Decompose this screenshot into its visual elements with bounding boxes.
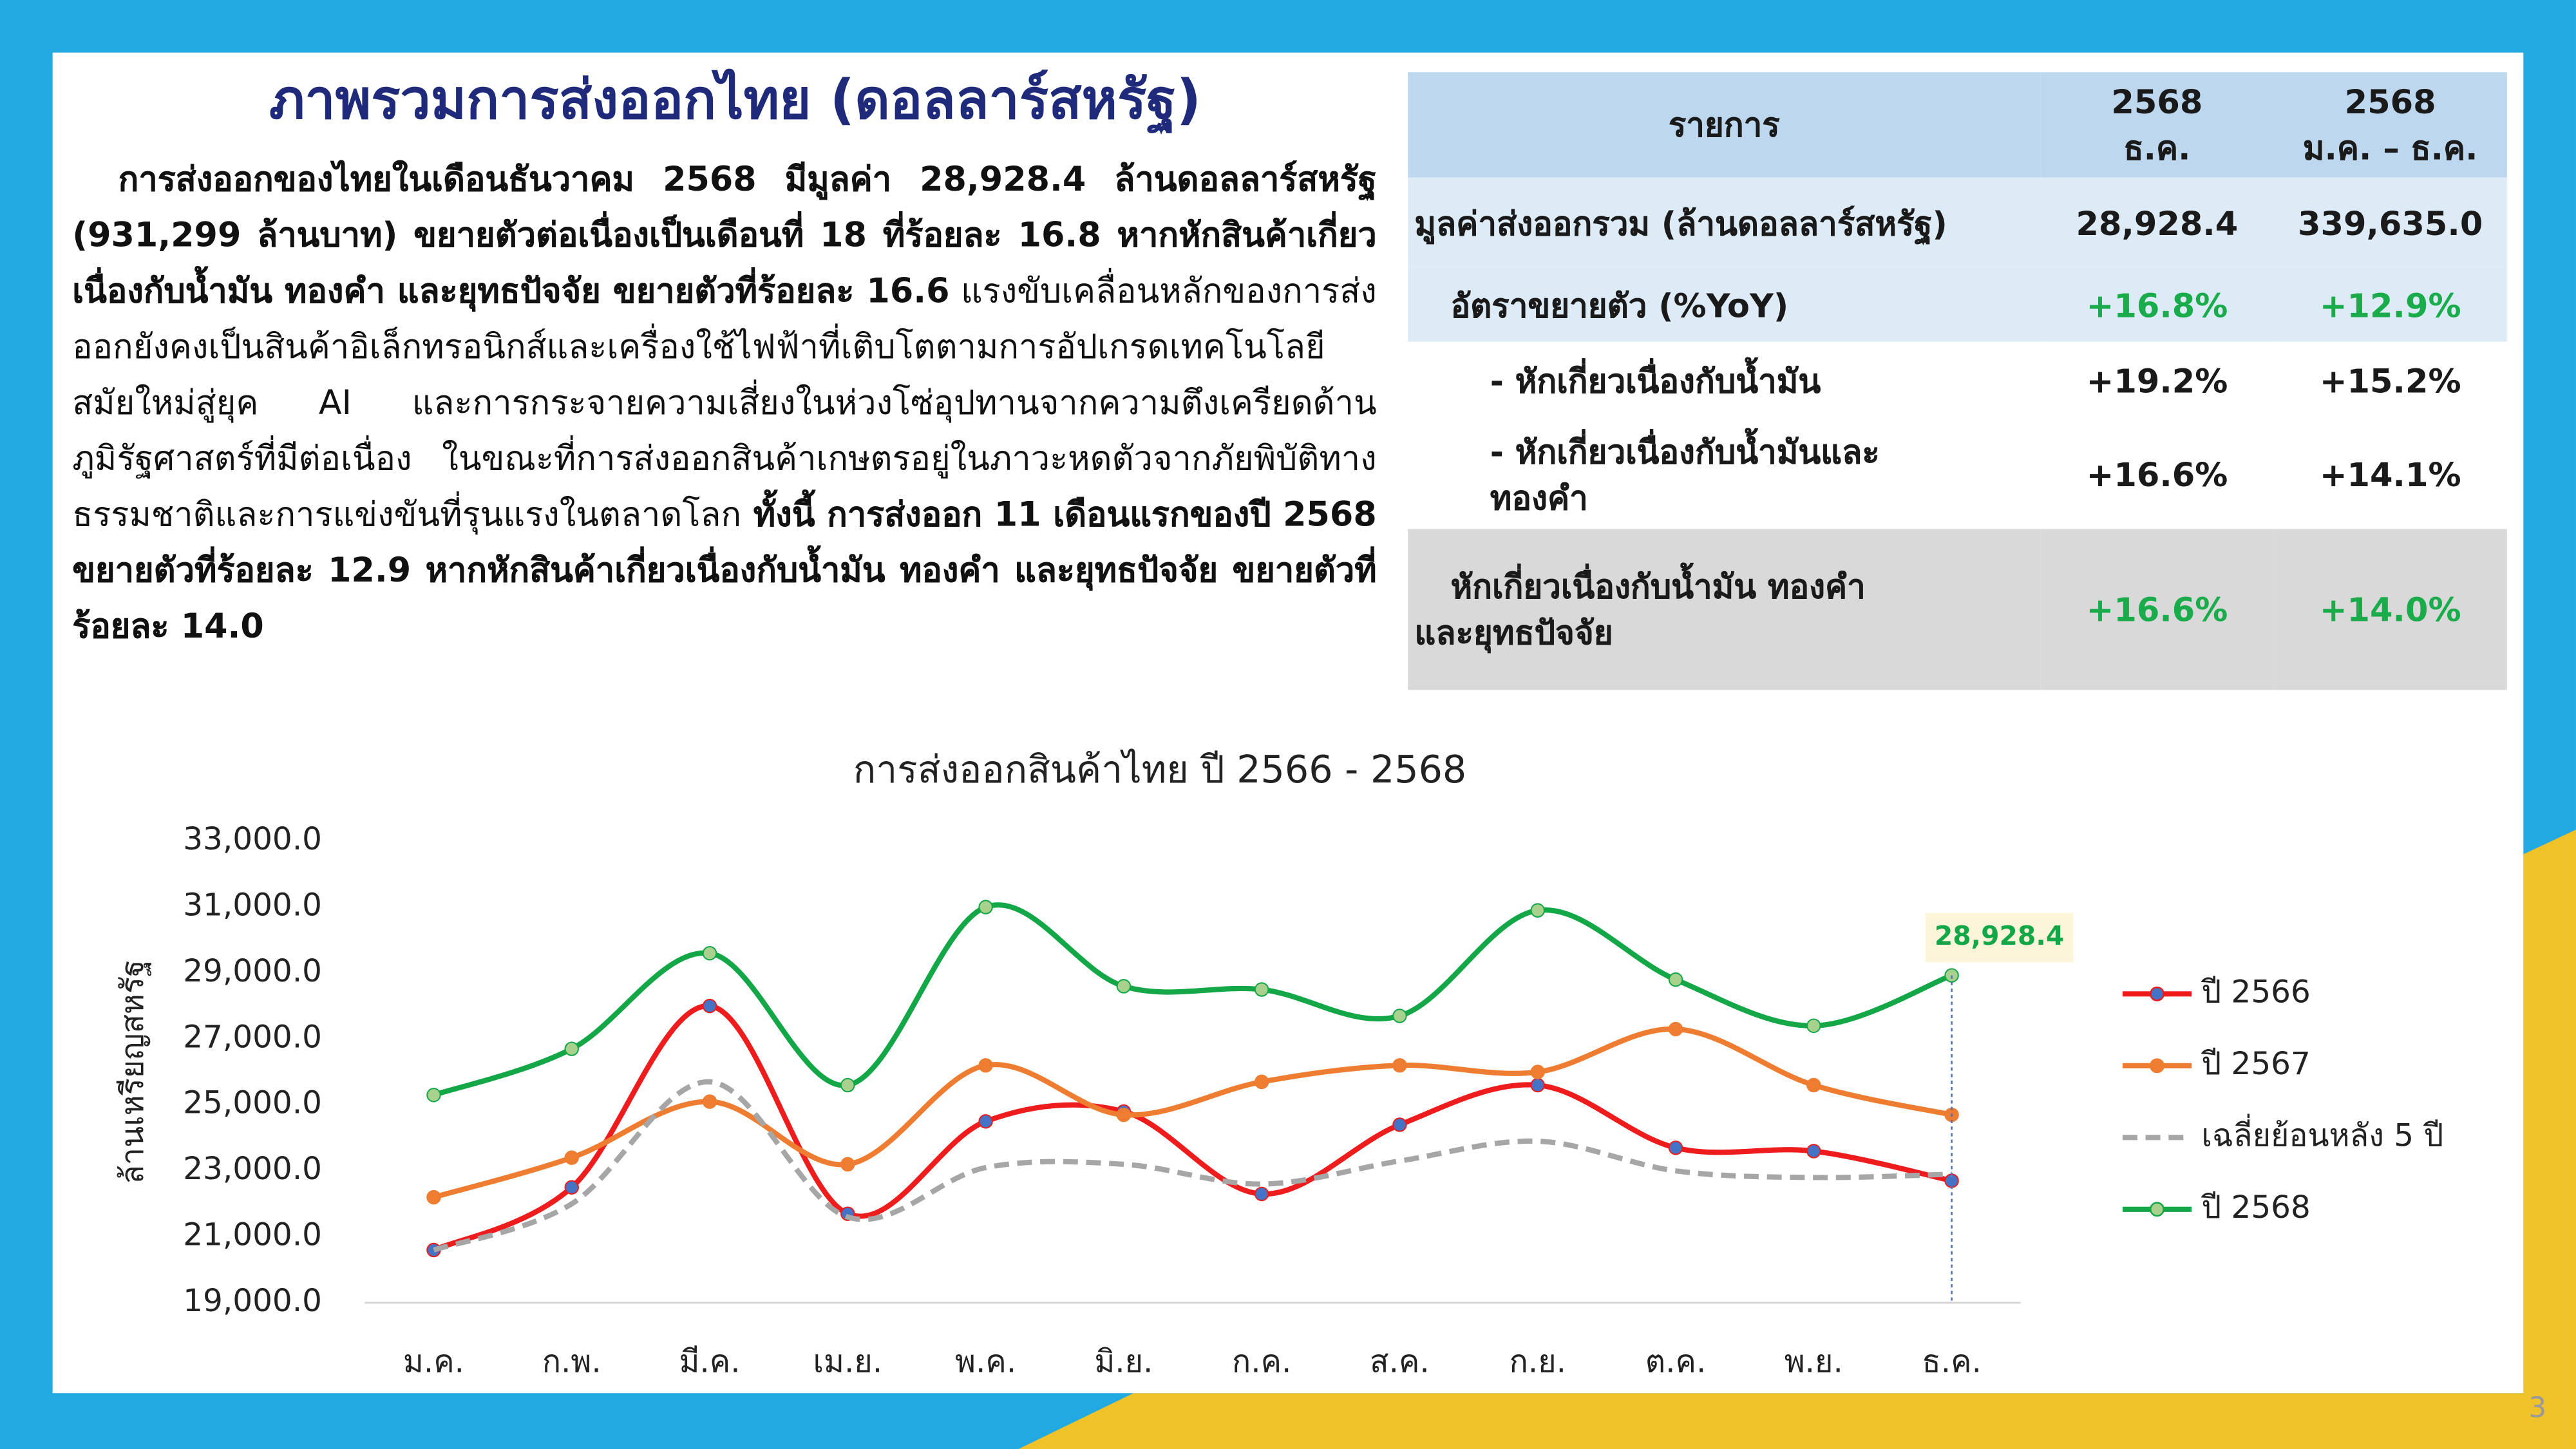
label-cell: อัตราขยายตัว (%YoY): [1408, 267, 2041, 342]
value-cell: 28,928.4: [2040, 177, 2274, 268]
x-tick-label: พ.ย.: [1785, 1343, 1843, 1379]
value-cell: 339,635.0: [2273, 177, 2507, 268]
data-point: [978, 1058, 993, 1073]
value-cell: +16.8%: [2040, 267, 2274, 342]
value-cell: +12.9%: [2273, 267, 2507, 342]
data-point: [1530, 1065, 1545, 1079]
value-cell: +14.1%: [2273, 419, 2507, 529]
table-row: - หักเกี่ยวเนื่องกับน้ำมันและ ทองคำ +16.6…: [1408, 419, 2507, 529]
summary-paragraph: การส่งออกของไทยในเดือนธันวาคม 2568 มีมูล…: [72, 151, 1376, 654]
x-tick-label: ธ.ค.: [1922, 1343, 1982, 1379]
label-cell: - หักเกี่ยวเนื่องกับน้ำมันและ ทองคำ: [1408, 419, 2041, 529]
label-cell: หักเกี่ยวเนื่องกับน้ำมัน ทองคำ และยุทธปั…: [1408, 529, 2041, 690]
data-point: [1806, 1018, 1821, 1034]
x-tick-label: ม.ค.: [403, 1343, 464, 1379]
series-line: [433, 902, 1953, 1098]
value-cell: +16.6%: [2040, 419, 2274, 529]
series-line: [433, 1079, 1952, 1253]
header-cell: รายการ: [1408, 72, 2041, 178]
table-row: อัตราขยายตัว (%YoY) +16.8% +12.9%: [1408, 267, 2507, 342]
data-point: [840, 1157, 855, 1172]
legend-marker: [2149, 1058, 2164, 1074]
chart-title: การส่งออกสินค้าไทย ปี 2566 - 2568: [853, 748, 1467, 791]
data-point: [1254, 1074, 1269, 1090]
data-point: [1116, 979, 1132, 994]
data-point: [1530, 903, 1545, 918]
x-tick-label: พ.ค.: [955, 1343, 1016, 1379]
table-row: มูลค่าส่งออกรวม (ล้านดอลลาร์สหรัฐ) 28,928…: [1408, 177, 2507, 268]
value-cell: +14.0%: [2273, 529, 2507, 690]
legend-label: ปี 2567: [2201, 1046, 2310, 1082]
summary-run: ทั้งนี้ การส่งออก 11 เดือนแรกของปี 2568 …: [72, 494, 1377, 646]
y-tick-label: 27,000.0: [183, 1019, 322, 1055]
data-point: [1530, 1077, 1545, 1093]
summary-table: รายการ 2568 ธ.ค. 2568 ม.ค. – ธ.ค. มูลค่าส่ง…: [1408, 72, 2507, 690]
x-tick-label: มี.ค.: [679, 1343, 740, 1379]
data-point: [1668, 972, 1683, 987]
data-point: [426, 1189, 441, 1205]
value-cell: +15.2%: [2273, 341, 2507, 419]
x-tick-label: ก.ค.: [1232, 1343, 1292, 1379]
y-tick-label: 29,000.0: [183, 953, 322, 989]
data-point: [702, 945, 717, 961]
summary-run: แรงขับเคลื่อนหลักของการส่งออกยังคงเป็นสิ…: [72, 270, 1377, 535]
data-point: [1806, 1144, 1821, 1159]
legend-label: เฉลี่ยย้อนหลัง 5 ปี: [2201, 1113, 2443, 1153]
value-cell: +19.2%: [2040, 341, 2274, 419]
data-point: [702, 998, 717, 1014]
y-tick-label: 25,000.0: [183, 1085, 322, 1121]
data-label-box: [1925, 913, 2074, 963]
table-header-row: รายการ 2568 ธ.ค. 2568 ม.ค. – ธ.ค.: [1408, 72, 2507, 178]
y-tick-label: 19,000.0: [183, 1283, 322, 1319]
y-tick-label: 21,000.0: [183, 1217, 322, 1253]
data-point: [840, 1077, 855, 1093]
label-cell: มูลค่าส่งออกรวม (ล้านดอลลาร์สหรัฐ): [1408, 177, 2041, 268]
table-row: - หักเกี่ยวเนื่องกับน้ำมัน +19.2% +15.2%: [1408, 341, 2507, 419]
x-tick-label: ต.ค.: [1645, 1343, 1707, 1379]
x-tick-label: ส.ค.: [1370, 1343, 1430, 1379]
slide-title: ภาพรวมการส่งออกไทย (ดอลลาร์สหรัฐ): [269, 67, 1202, 132]
table-row: หักเกี่ยวเนื่องกับน้ำมัน ทองคำ และยุทธปั…: [1408, 529, 2507, 690]
x-tick-label: เม.ย.: [813, 1343, 882, 1379]
data-point: [1806, 1077, 1821, 1093]
data-point: [1254, 1186, 1269, 1202]
y-tick-label: 33,000.0: [183, 821, 322, 857]
data-point: [1668, 1141, 1683, 1155]
page-number: 3: [2528, 1392, 2546, 1424]
data-point: [564, 1150, 579, 1165]
data-point: [1254, 982, 1269, 997]
data-point: [978, 900, 993, 914]
data-label: 28,928.4: [1935, 920, 2064, 951]
x-tick-label: มิ.ย.: [1094, 1343, 1153, 1379]
y-axis-label: ล้านเหรียญสหรัฐ: [115, 960, 151, 1184]
header-cell: 2568 ธ.ค.: [2040, 72, 2274, 178]
data-point: [564, 1180, 579, 1195]
legend-marker: [2149, 1202, 2164, 1217]
data-point: [1392, 1058, 1407, 1073]
header-cell: 2568 ม.ค. – ธ.ค.: [2273, 72, 2507, 178]
series-line: [433, 1026, 1953, 1200]
legend-marker: [2149, 986, 2164, 1001]
data-point: [1392, 1117, 1407, 1132]
x-tick-label: ก.พ.: [542, 1343, 601, 1379]
x-tick-label: ก.ย.: [1509, 1343, 1566, 1379]
y-tick-label: 23,000.0: [183, 1151, 322, 1187]
legend-label: ปี 2566: [2201, 974, 2310, 1010]
data-point: [702, 1094, 717, 1109]
data-point: [1116, 1107, 1132, 1122]
value-cell: +16.6%: [2040, 529, 2274, 690]
data-point: [1392, 1009, 1407, 1023]
data-point: [564, 1041, 579, 1056]
y-tick-label: 31,000.0: [183, 887, 322, 923]
data-point: [426, 1088, 441, 1103]
data-point: [1668, 1021, 1683, 1037]
legend-label: ปี 2568: [2201, 1189, 2310, 1226]
data-point: [978, 1114, 993, 1129]
summary-run: การส่งออกของไทยในเดือนธันวาคม 2568 มีมูล…: [72, 159, 1377, 311]
label-cell: - หักเกี่ยวเนื่องกับน้ำมัน: [1408, 341, 2041, 419]
